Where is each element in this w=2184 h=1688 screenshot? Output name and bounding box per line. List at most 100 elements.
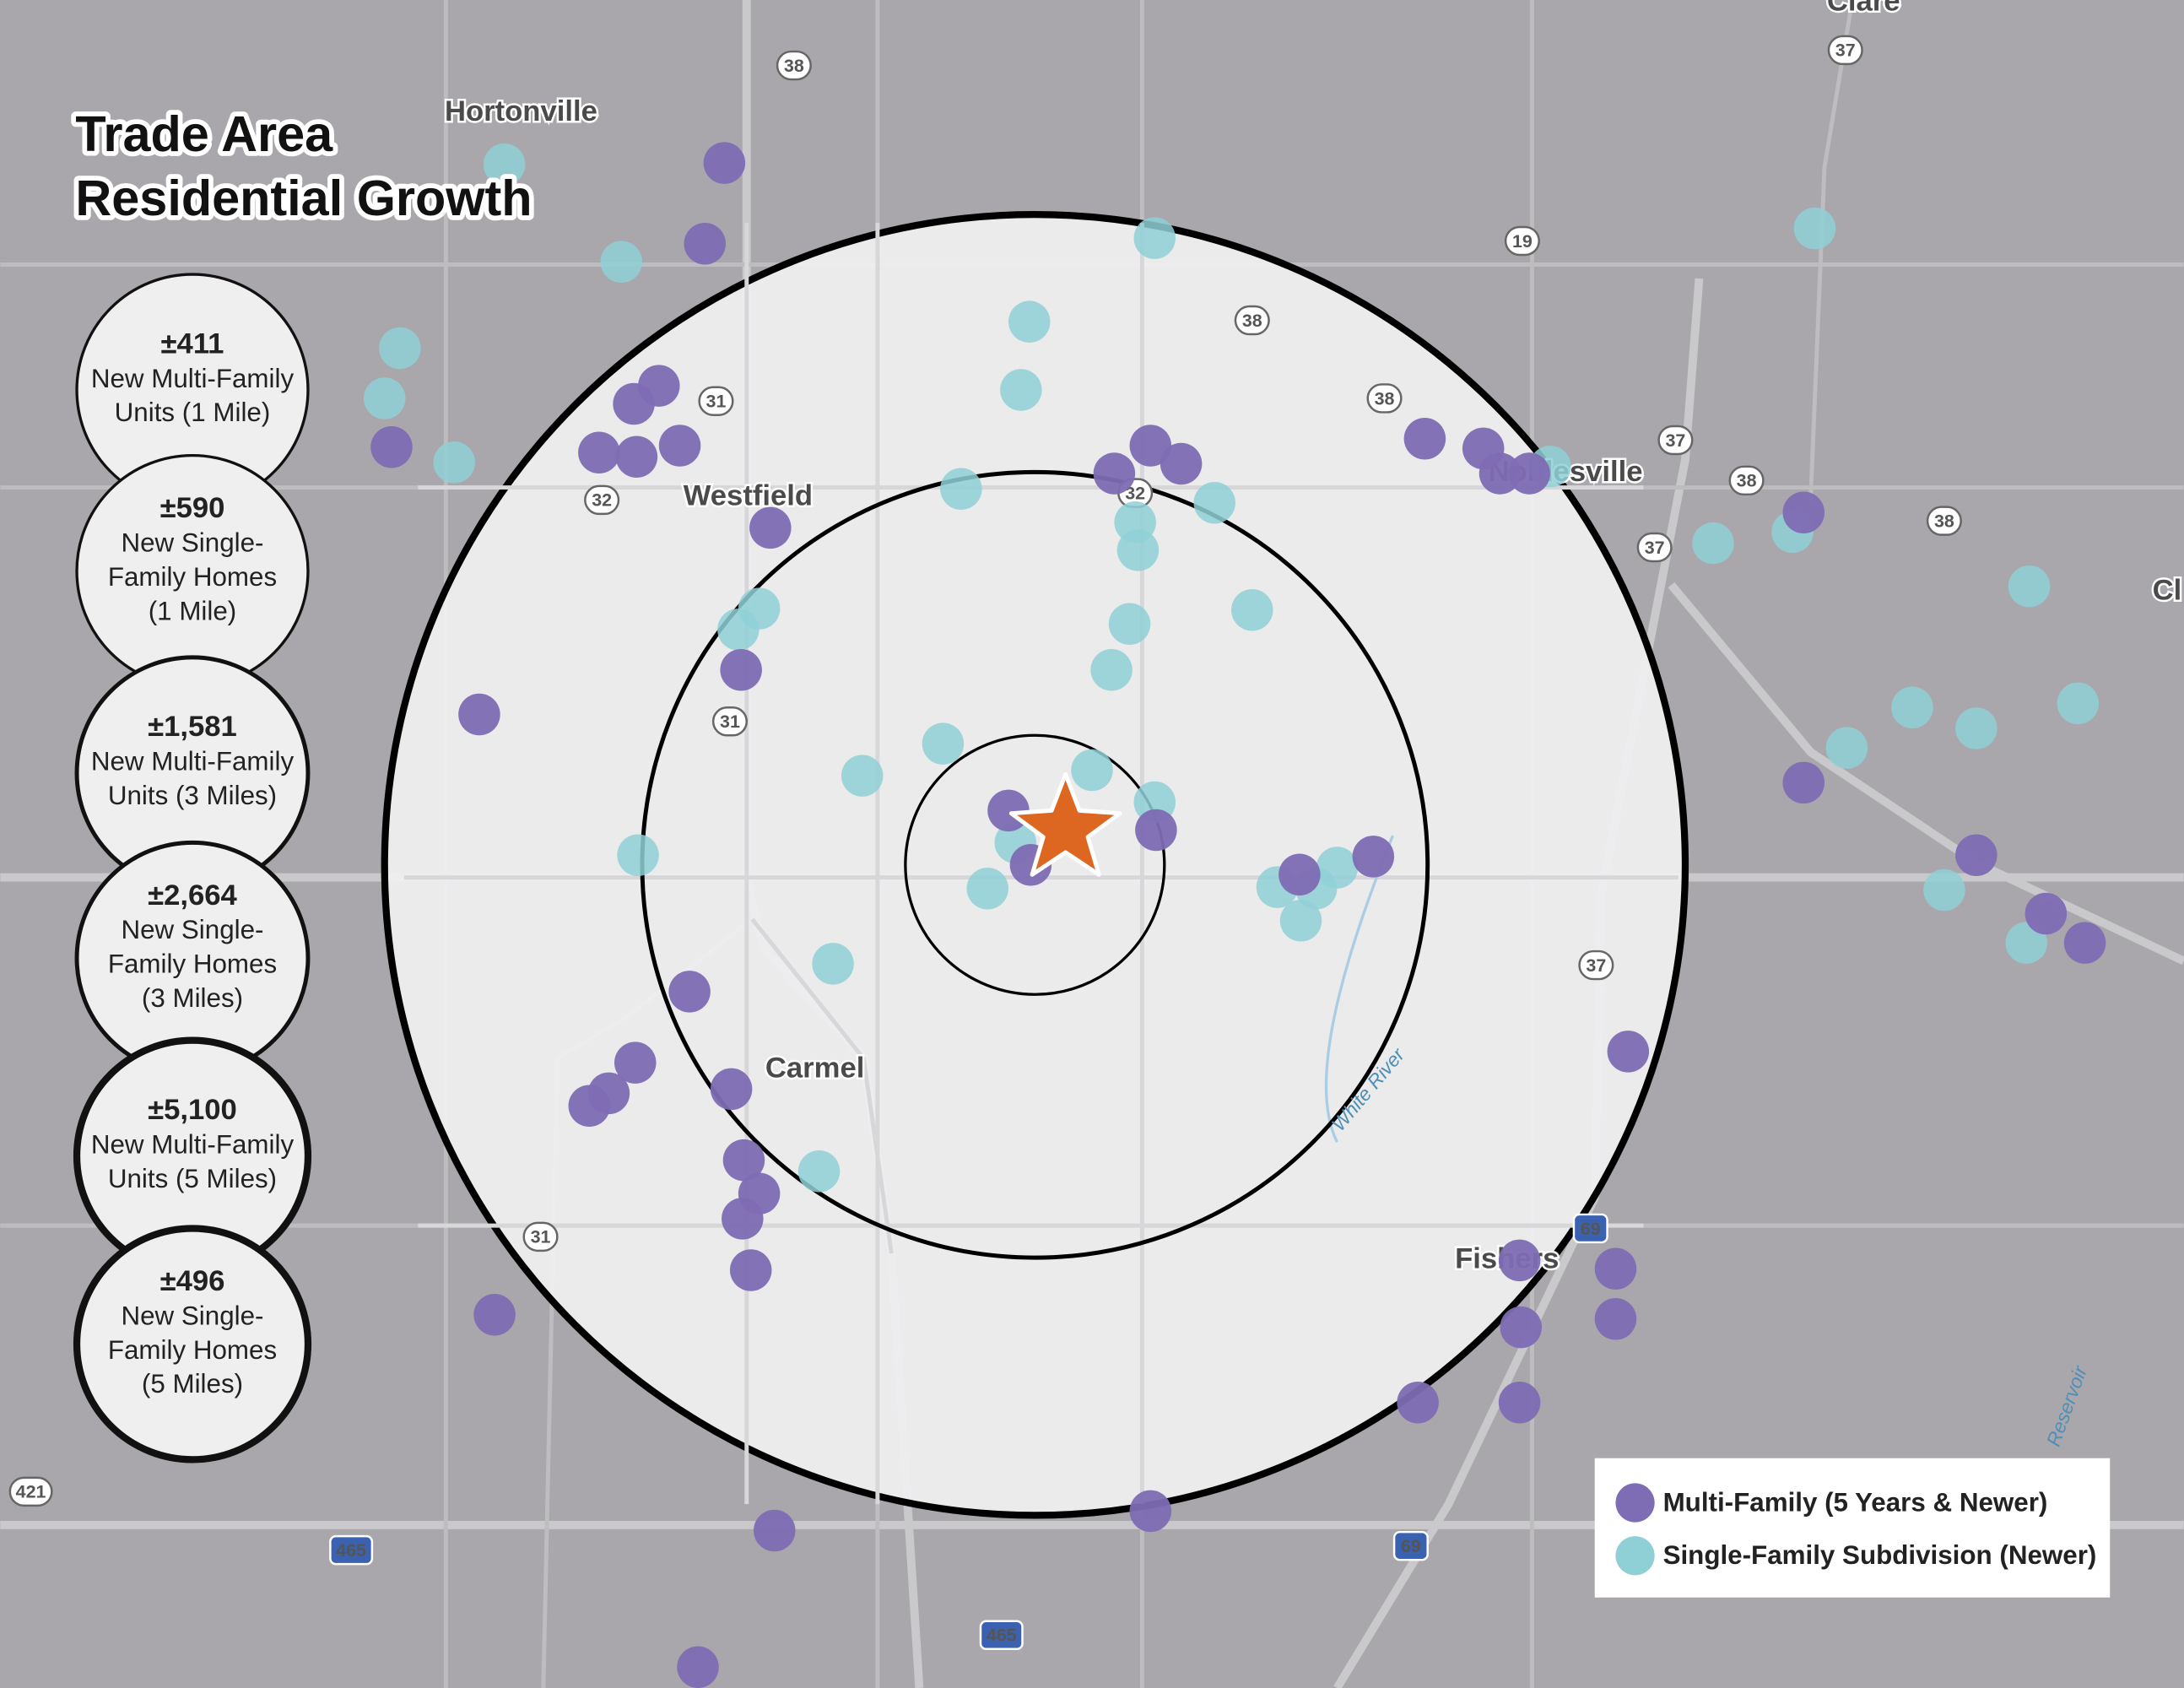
stat-value: ±1,581 <box>148 711 237 743</box>
single-family-marker <box>1193 481 1235 524</box>
road-shield-label: 31 <box>531 1227 551 1247</box>
stat-label: Units (3 Miles) <box>108 781 277 810</box>
road-shield-label: 69 <box>1401 1536 1421 1556</box>
road-shield <box>1827 35 1863 66</box>
single-family-marker <box>841 755 884 797</box>
single-family-marker <box>1793 207 1836 250</box>
multi-family-marker <box>749 506 792 549</box>
legend-label: Multi-Family (5 Years & Newer) <box>1663 1487 2048 1517</box>
multi-family-marker <box>1500 1306 1543 1349</box>
stat-value: ±2,664 <box>148 879 237 912</box>
multi-family-marker <box>1479 452 1522 495</box>
multi-family-marker <box>1955 834 1997 876</box>
single-family-marker <box>940 468 982 510</box>
single-family-marker <box>812 943 854 985</box>
road-shield <box>1392 1530 1429 1561</box>
ring-1-mile <box>904 733 1166 996</box>
stat-value: ±411 <box>161 327 224 360</box>
road-shield <box>8 1476 53 1507</box>
multi-family-marker <box>1129 425 1172 467</box>
road-shield <box>1657 425 1694 456</box>
multi-family-marker <box>710 1068 753 1111</box>
stat-label: New Single- <box>122 915 264 944</box>
single-family-marker <box>363 377 406 419</box>
single-family-marker <box>1923 868 1965 912</box>
road-shield <box>1728 465 1765 496</box>
single-family-marker <box>2008 565 2051 608</box>
multi-family-marker <box>658 425 701 467</box>
multi-family-marker <box>1782 491 1825 534</box>
multi-family-marker <box>1093 452 1136 495</box>
multi-family-marker <box>1279 853 1321 896</box>
place-label: Westfield <box>684 479 813 511</box>
single-family-marker <box>717 609 760 651</box>
stat-bubble <box>73 1225 312 1463</box>
stat-bubbles: ±411 New Multi-Family Units (1 Mile) ±590 Ne… <box>73 273 312 1463</box>
stat-label: Units (1 Mile) <box>115 398 271 427</box>
road-shield-label: 37 <box>1645 538 1665 558</box>
road-shield-label: 32 <box>592 490 612 511</box>
stat-label: New Single- <box>122 1301 264 1330</box>
title-line: Residential Growth <box>75 170 532 226</box>
multi-family-marker <box>1403 418 1446 460</box>
single-family-marker <box>2057 682 2100 725</box>
road-shield-label: 32 <box>1125 483 1145 503</box>
road-shield <box>584 484 620 516</box>
multi-family-marker <box>722 1198 764 1240</box>
road-shields: 38 37 19 38 38 31 32 32 37 38 37 38 31 37 31 421 465 465 6… <box>8 35 1962 1651</box>
single-family-marker <box>1133 217 1176 259</box>
single-family-marker <box>1231 589 1273 631</box>
multi-family-marker <box>1129 1490 1172 1533</box>
road-shield <box>1926 506 1962 536</box>
single-family-marker <box>1316 847 1359 889</box>
stat-label: New Multi-Family <box>91 364 295 393</box>
stat-label: (1 Mile) <box>149 596 236 625</box>
road-shield-label: 37 <box>1835 41 1856 61</box>
multi-family-marker <box>1498 1381 1541 1424</box>
single-family-marker <box>1090 648 1133 691</box>
road-shield-label: 421 <box>16 1482 46 1502</box>
stat-label: New Multi-Family <box>91 747 295 776</box>
single-family-marker <box>1116 529 1160 571</box>
multi-family-marker <box>1160 442 1203 485</box>
single-family-marker <box>797 1150 841 1193</box>
single-family-marker <box>1000 369 1042 411</box>
road-shield <box>1572 1213 1608 1244</box>
stat-value: ±590 <box>160 492 225 524</box>
multi-family-marker <box>1594 1247 1637 1290</box>
single-family-marker <box>1891 686 1933 729</box>
multi-family-marker <box>1782 761 1825 804</box>
multi-family-marker <box>568 1085 611 1127</box>
single-family-marker <box>1692 522 1734 565</box>
stat-label: Family Homes <box>108 562 277 592</box>
stat-label: (5 Miles) <box>142 1369 243 1399</box>
legend: Multi-Family (5 Years & Newer) Single-Fam… <box>1594 1458 2111 1598</box>
road-shield <box>522 1221 559 1252</box>
road-shield-label: 31 <box>706 392 727 412</box>
road-shield-label: 38 <box>1375 388 1395 408</box>
road-shield-label: 38 <box>1737 471 1757 491</box>
stat-label: (3 Miles) <box>142 983 243 1013</box>
single-family-marker <box>922 722 965 765</box>
road-shield-label: 38 <box>1934 511 1954 531</box>
road-shield-label: 465 <box>987 1626 1017 1646</box>
road-shield <box>1636 532 1673 563</box>
multi-family-marker <box>754 1509 796 1552</box>
multi-family-marker <box>578 431 620 474</box>
place-label: Clare <box>1827 0 1900 17</box>
multi-family-marker <box>684 223 727 265</box>
road-shield <box>1234 305 1270 336</box>
legend-swatch <box>1615 1483 1655 1523</box>
multi-family-marker <box>1135 809 1177 852</box>
road-shield <box>979 1620 1024 1651</box>
road-shield-label: 465 <box>336 1540 366 1561</box>
multi-family-marker <box>615 436 658 479</box>
road-shield <box>698 386 734 416</box>
multi-family-marker <box>677 1646 719 1688</box>
single-family-marker <box>600 241 642 283</box>
single-family-marker <box>1008 300 1051 343</box>
road-shield <box>1504 225 1540 257</box>
single-family-marker <box>617 834 659 876</box>
road-shield <box>329 1534 374 1566</box>
